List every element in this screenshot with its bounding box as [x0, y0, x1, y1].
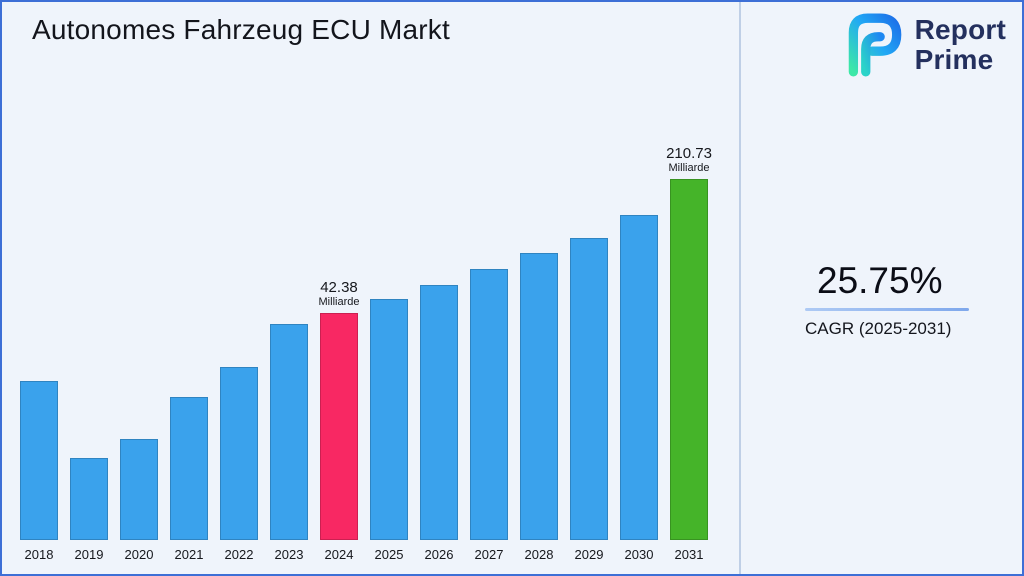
- vertical-divider: [739, 2, 741, 574]
- bar-group-2023: 2023: [270, 324, 308, 562]
- bar-2028: [520, 253, 558, 540]
- x-axis-label-2026: 2026: [424, 547, 454, 562]
- bar-2027: [470, 269, 508, 540]
- bar-group-2029: 2029: [570, 238, 608, 562]
- bar-2024: [320, 313, 358, 540]
- bar-group-2024: 42.38 Milliarde 2024: [319, 279, 360, 562]
- cagr-underline: [805, 308, 969, 311]
- bar-2018: [20, 381, 58, 540]
- bar-chart: 2018 2019 2020 2021 2022 2023 42.38 Milliarde 20…: [20, 145, 712, 562]
- x-axis-label-2024: 2024: [324, 547, 354, 562]
- x-axis-label-2020: 2020: [124, 547, 154, 562]
- bar-group-2031: 210.73 Milliarde 2031: [666, 145, 712, 562]
- bar-2026: [420, 285, 458, 540]
- x-axis-label-2029: 2029: [574, 547, 604, 562]
- x-axis-label-2031: 2031: [674, 547, 704, 562]
- bar-group-2025: 2025: [370, 299, 408, 562]
- x-axis-label-2022: 2022: [224, 547, 254, 562]
- bar-2029: [570, 238, 608, 540]
- bar-group-2018: 2018: [20, 381, 58, 562]
- cagr-value: 25.75%: [817, 260, 943, 301]
- bar-value-number: 210.73: [666, 145, 712, 162]
- bar-2020: [120, 439, 158, 540]
- bar-value-unit: Milliarde: [668, 162, 710, 174]
- bar-group-2019: 2019: [70, 458, 108, 562]
- bar-value-number: 42.38: [320, 279, 358, 296]
- x-axis-label-2027: 2027: [474, 547, 504, 562]
- bar-2022: [220, 367, 258, 540]
- bar-2031: [670, 179, 708, 540]
- x-axis-label-2021: 2021: [174, 547, 204, 562]
- right-panel: Report Prime 25.75% CAGR (2025-2031): [741, 2, 1022, 574]
- bar-value-label-2024: 42.38 Milliarde: [319, 279, 360, 308]
- logo-text-line2: Prime: [914, 44, 994, 75]
- bar-value-label-2031: 210.73 Milliarde: [666, 145, 712, 174]
- logo-text: Report Prime: [915, 15, 1006, 74]
- x-axis-label-2018: 2018: [24, 547, 54, 562]
- bar-value-unit: Milliarde: [318, 296, 360, 308]
- report-prime-logo-icon: [848, 13, 901, 77]
- bar-group-2026: 2026: [420, 285, 458, 562]
- x-axis-label-2019: 2019: [74, 547, 104, 562]
- bar-group-2028: 2028: [520, 253, 558, 562]
- bar-2025: [370, 299, 408, 540]
- bar-2021: [170, 397, 208, 540]
- x-axis-label-2028: 2028: [524, 547, 554, 562]
- bar-group-2027: 2027: [470, 269, 508, 562]
- brand-logo: Report Prime: [841, 12, 1006, 78]
- bars-container: 2018 2019 2020 2021 2022 2023 42.38 Milliarde 20…: [20, 145, 712, 562]
- x-axis-label-2030: 2030: [624, 547, 654, 562]
- bar-2019: [70, 458, 108, 540]
- bar-2030: [620, 215, 658, 540]
- chart-title: Autonomes Fahrzeug ECU Markt: [32, 14, 450, 45]
- logo-text-line1: Report: [914, 14, 1006, 46]
- x-axis-label-2023: 2023: [274, 547, 304, 562]
- cagr-label: CAGR (2025-2031): [805, 319, 952, 338]
- bar-group-2021: 2021: [170, 397, 208, 562]
- bar-group-2020: 2020: [120, 439, 158, 562]
- bar-group-2030: 2030: [620, 215, 658, 562]
- cagr-block: 25.75% CAGR (2025-2031): [805, 260, 969, 339]
- bar-2023: [270, 324, 308, 540]
- x-axis-label-2025: 2025: [374, 547, 404, 562]
- bar-group-2022: 2022: [220, 367, 258, 562]
